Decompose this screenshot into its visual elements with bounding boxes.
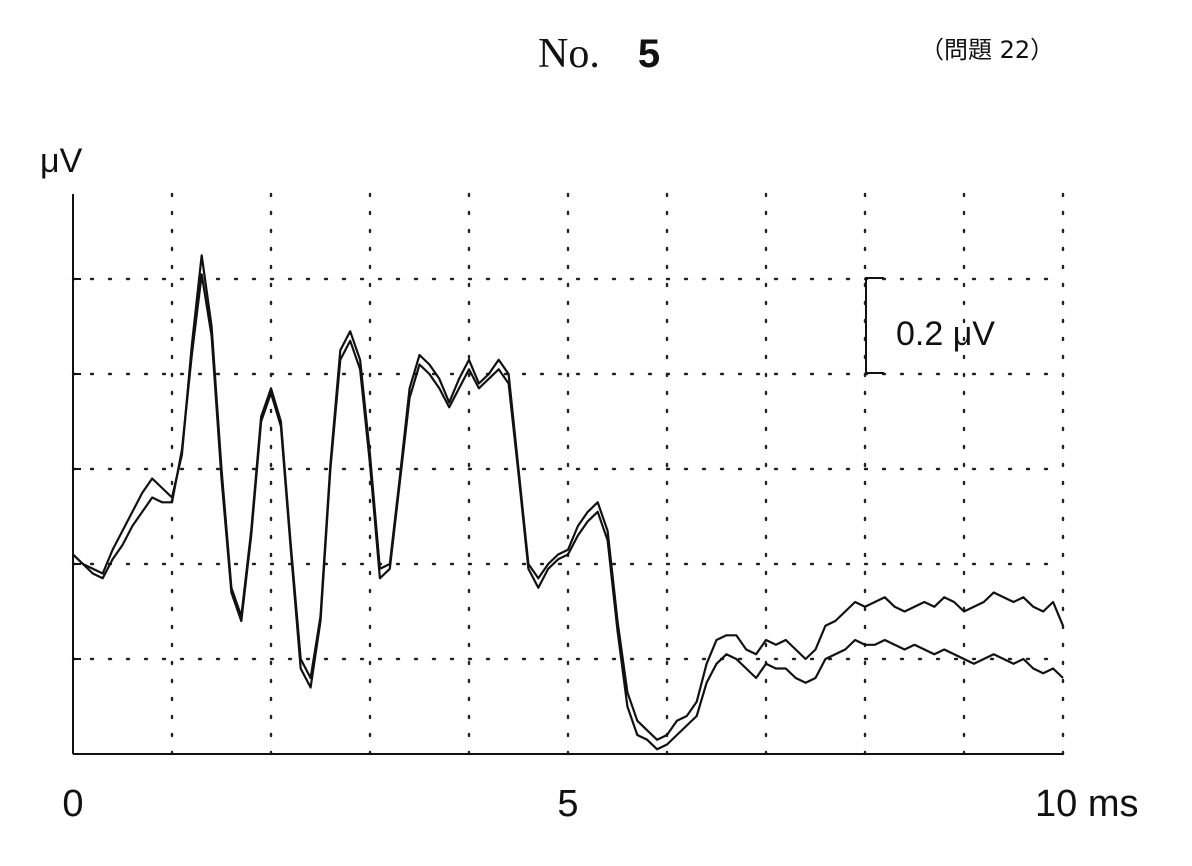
y-ticks: [73, 278, 81, 660]
trace-2: [72, 273, 1064, 751]
trace-1: [72, 254, 1065, 741]
scale-bar: [865, 277, 884, 374]
record-number-prefix: No.: [538, 31, 600, 77]
record-number: No. 5: [538, 30, 660, 78]
x-tick-label: 10 ms: [1035, 783, 1138, 825]
grid: [71, 192, 1065, 756]
record-number-value: 5: [637, 32, 661, 76]
scale-bar-label: 0.2 μV: [896, 315, 995, 353]
x-tick-label: 0: [62, 783, 83, 825]
traces: [72, 254, 1065, 751]
y-axis-label: μV: [40, 142, 83, 180]
x-tick-labels: 0 5 10 ms: [62, 783, 1138, 825]
x-tick-label: 5: [557, 783, 578, 825]
problem-label: （問題 22）: [920, 36, 1055, 64]
